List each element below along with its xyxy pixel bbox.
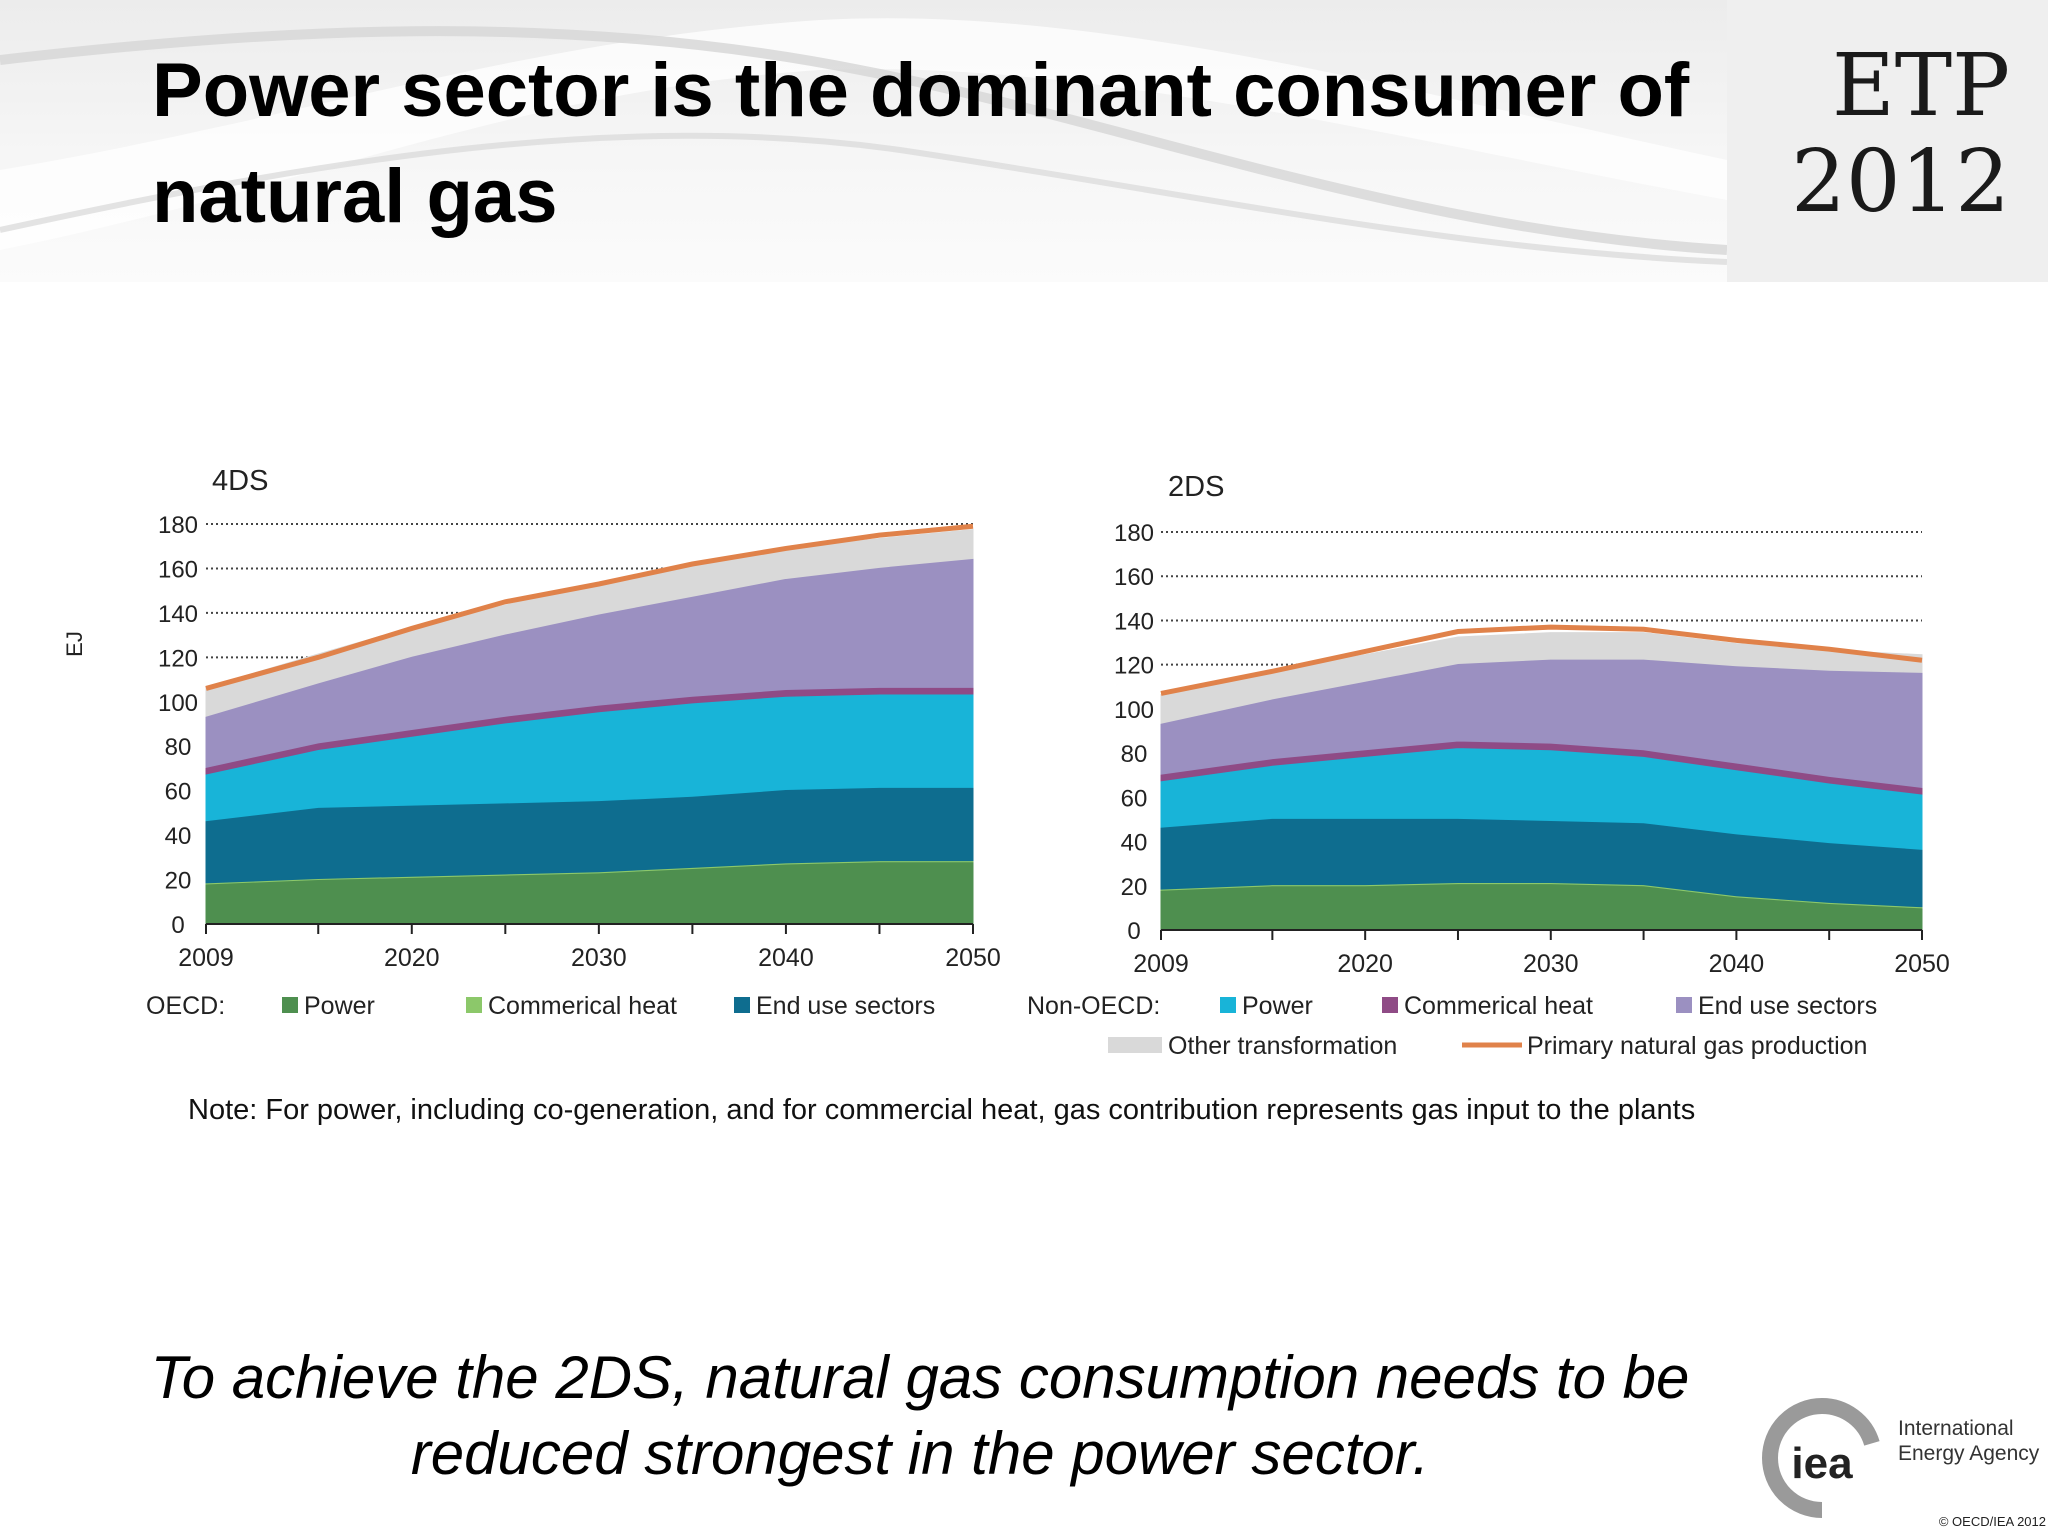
iea-name: International Energy Agency [1898, 1416, 2048, 1466]
legend-non-oecd-label: Non-OECD: [1027, 992, 1160, 1020]
legend-swatch [466, 997, 482, 1013]
legend-swatch [1676, 997, 1692, 1013]
y-tick-label: 100 [1114, 697, 1154, 724]
x-tick-label: 2040 [1709, 950, 1765, 978]
y-tick-label: 60 [165, 779, 192, 806]
y-axis-label: EJ [62, 631, 87, 657]
slide-header: Power sector is the dominant consumer of… [0, 0, 2048, 282]
x-tick-label: 2050 [945, 944, 1001, 972]
x-tick-label: 2030 [571, 944, 627, 972]
y-tick-label: 40 [1121, 830, 1148, 857]
area-other-transformation [205, 529, 974, 717]
iea-logo-icon: iea [1762, 1398, 1882, 1518]
x-tick-label: 2050 [1894, 950, 1950, 978]
iea-name-line2: Energy Agency [1898, 1442, 2040, 1465]
y-tick-label: 160 [158, 556, 198, 583]
y-tick-label: 60 [1121, 785, 1148, 812]
y-tick-label: 140 [158, 601, 198, 628]
legend-item-label: Primary natural gas production [1527, 1032, 1867, 1060]
y-tick-label: 120 [1114, 653, 1154, 680]
etp-logo: ETP 2012 [1760, 38, 2010, 230]
y-tick-label: 40 [165, 823, 192, 850]
y-tick-label: 180 [158, 512, 198, 539]
line-primary-natural-gas-production [205, 523, 974, 691]
chart-legend: OECD: Non-OECD: Power Commerical heat End us… [146, 992, 1877, 1060]
area-other-transformation [1160, 632, 1923, 724]
chart-title: 2DS [1168, 471, 1224, 503]
legend-item-label: Commerical heat [488, 992, 677, 1020]
y-tick-label: 0 [171, 912, 184, 939]
x-tick-label: 2009 [178, 944, 234, 972]
chart-note: Note: For power, including co-generation… [188, 1094, 1696, 1126]
y-tick-label: 20 [165, 868, 192, 895]
x-tick-label: 2020 [1337, 950, 1393, 978]
conclusion-text: To achieve the 2DS, natural gas consumpt… [150, 1344, 1690, 1487]
y-tick-label: 100 [158, 690, 198, 717]
etp-logo-line2: 2012 [1791, 132, 2010, 232]
x-tick-label: 2040 [758, 944, 814, 972]
chart-title: 4DS [212, 465, 268, 497]
legend-item-label: Other transformation [1168, 1032, 1397, 1060]
y-tick-label: 20 [1121, 874, 1148, 901]
etp-logo-line1: ETP [1831, 36, 2010, 136]
logo-panel [1727, 0, 2048, 282]
iea-logo-text: iea [1791, 1439, 1853, 1488]
y-tick-label: 120 [158, 645, 198, 672]
legend-item-label: End use sectors [756, 992, 935, 1020]
legend-item-label: Power [304, 992, 375, 1020]
slide-title: Power sector is the dominant consumer of… [152, 48, 1690, 239]
legend-swatch [282, 997, 298, 1013]
line-primary-natural-gas-production [1160, 624, 1923, 696]
legend-swatch [1108, 1037, 1162, 1053]
x-tick-label: 2030 [1523, 950, 1579, 978]
y-tick-label: 180 [1114, 520, 1154, 547]
y-tick-label: 80 [1121, 741, 1148, 768]
y-tick-label: 140 [1114, 608, 1154, 635]
legend-swatch [1382, 997, 1398, 1013]
x-tick-label: 2020 [384, 944, 440, 972]
header-swoosh-decoration [0, 18, 1728, 265]
y-tick-label: 0 [1127, 918, 1140, 945]
x-tick-label: 2009 [1133, 950, 1189, 978]
copyright: © OECD/IEA 2012 [1938, 1514, 2046, 1529]
legend-oecd-label: OECD: [146, 992, 225, 1020]
legend-item-label: Power [1242, 992, 1313, 1020]
legend-swatch [1220, 997, 1236, 1013]
legend-item-label: End use sectors [1698, 992, 1877, 1020]
legend-swatch [734, 997, 750, 1013]
legend-item-label: Commerical heat [1404, 992, 1593, 1020]
y-tick-label: 160 [1114, 564, 1154, 591]
iea-name-line1: International [1898, 1417, 2014, 1440]
y-tick-label: 80 [165, 734, 192, 761]
